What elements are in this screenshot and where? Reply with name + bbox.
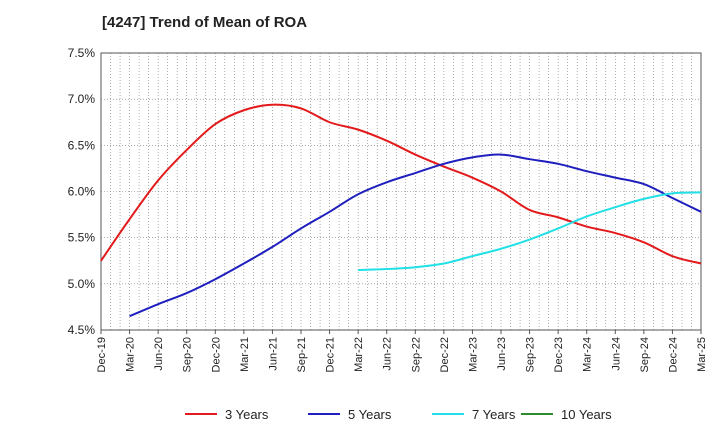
x-tick-label: Mar-23 <box>467 337 479 372</box>
y-tick-label: 6.0% <box>68 185 96 199</box>
series-line-3-years <box>100 103 702 265</box>
series-layer <box>100 103 702 318</box>
y-tick-label: 4.5% <box>68 323 96 337</box>
series-line-5-years <box>129 153 702 318</box>
x-tick-label: Jun-21 <box>267 337 279 371</box>
series-line-7-years <box>358 191 702 271</box>
plot-frame <box>100 52 702 331</box>
x-tick-label: Sep-20 <box>182 337 194 372</box>
legend-layer: 3 Years 5 Years 7 Years 10 Years <box>185 407 612 422</box>
legend-label: 3 Years <box>225 407 269 422</box>
x-tick-label: Mar-25 <box>696 337 708 372</box>
x-tick-label: Mar-24 <box>582 337 594 372</box>
y-tick-label: 7.0% <box>68 92 96 106</box>
x-tick-label: Mar-22 <box>353 337 365 372</box>
x-tick-label: Jun-23 <box>496 337 508 371</box>
x-tick-label: Jun-20 <box>153 337 165 371</box>
x-tick-label: Jun-22 <box>382 337 394 371</box>
legend-label: 10 Years <box>561 407 612 422</box>
x-tick-label: Mar-20 <box>125 337 137 372</box>
x-tick-label: Dec-23 <box>553 337 565 372</box>
x-tick-label: Dec-21 <box>325 337 337 372</box>
y-tick-label: 5.0% <box>68 277 96 291</box>
x-tick-label: Dec-22 <box>439 337 451 372</box>
x-tick-label: Jun-24 <box>610 337 622 371</box>
x-tick-label: Sep-21 <box>296 337 308 372</box>
x-tick-label: Dec-24 <box>667 337 679 372</box>
y-tick-label: 5.5% <box>68 231 96 245</box>
chart-title: [4247] Trend of Mean of ROA <box>102 14 308 31</box>
grid-layer <box>101 53 701 330</box>
legend-label: 5 Years <box>348 407 392 422</box>
legend-label: 7 Years <box>472 407 516 422</box>
y-tick-label: 7.5% <box>68 46 96 60</box>
x-tick-label: Sep-24 <box>639 337 651 372</box>
x-tick-label: Dec-19 <box>96 337 108 372</box>
axis-layer: 7.5% 7.0% 6.5% 6.0% 5.5% 5.0% 4.5%Dec-19 Mar-20… <box>68 46 708 372</box>
x-tick-label: Mar-21 <box>239 337 251 372</box>
y-tick-label: 6.5% <box>68 138 96 152</box>
x-tick-label: Sep-23 <box>525 337 537 372</box>
x-tick-label: Dec-20 <box>210 337 222 372</box>
x-tick-label: Sep-22 <box>410 337 422 372</box>
